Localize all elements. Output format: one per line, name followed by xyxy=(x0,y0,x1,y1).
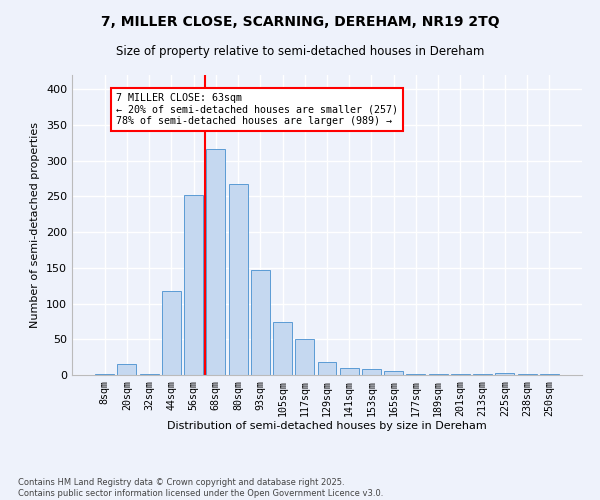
Bar xyxy=(496,373,514,375)
Bar xyxy=(429,374,448,375)
Bar xyxy=(384,370,403,375)
Text: Contains HM Land Registry data © Crown copyright and database right 2025.
Contai: Contains HM Land Registry data © Crown c… xyxy=(18,478,383,498)
Bar xyxy=(362,370,381,375)
Bar xyxy=(206,148,225,375)
Bar xyxy=(317,362,337,375)
Text: 7 MILLER CLOSE: 63sqm
← 20% of semi-detached houses are smaller (257)
78% of sem: 7 MILLER CLOSE: 63sqm ← 20% of semi-deta… xyxy=(116,93,398,126)
Bar xyxy=(229,184,248,375)
Bar xyxy=(140,374,158,375)
Text: 7, MILLER CLOSE, SCARNING, DEREHAM, NR19 2TQ: 7, MILLER CLOSE, SCARNING, DEREHAM, NR19… xyxy=(101,15,499,29)
Bar xyxy=(162,292,181,375)
X-axis label: Distribution of semi-detached houses by size in Dereham: Distribution of semi-detached houses by … xyxy=(167,422,487,432)
Bar xyxy=(406,374,425,375)
Bar xyxy=(451,374,470,375)
Bar xyxy=(540,374,559,375)
Bar xyxy=(184,195,203,375)
Bar xyxy=(95,374,114,375)
Bar xyxy=(518,374,536,375)
Bar xyxy=(295,340,314,375)
Bar xyxy=(473,374,492,375)
Bar xyxy=(273,322,292,375)
Bar xyxy=(340,368,359,375)
Bar xyxy=(118,364,136,375)
Y-axis label: Number of semi-detached properties: Number of semi-detached properties xyxy=(31,122,40,328)
Bar xyxy=(251,270,270,375)
Text: Size of property relative to semi-detached houses in Dereham: Size of property relative to semi-detach… xyxy=(116,45,484,58)
